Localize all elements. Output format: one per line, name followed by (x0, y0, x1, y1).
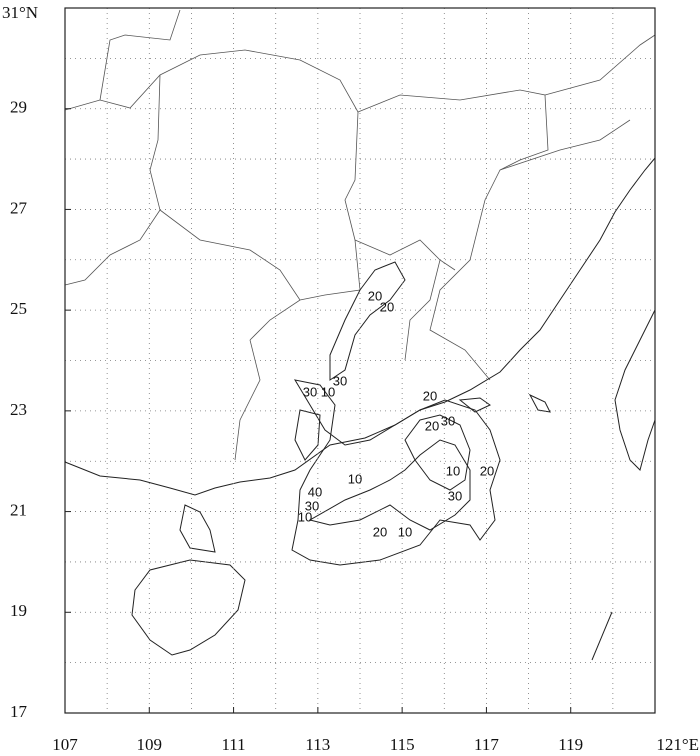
contour-label: 10 (348, 471, 362, 486)
contour-label: 20 (368, 288, 382, 303)
x-tick-label: 115 (390, 735, 415, 754)
contours (291, 261, 501, 566)
x-tick-label: 107 (52, 735, 78, 754)
contour-label: 20 (425, 418, 439, 433)
y-tick-label: 21 (10, 500, 27, 519)
contour-label: 10 (446, 463, 460, 478)
contour-label: 10 (321, 384, 335, 399)
y-tick-label: 23 (10, 400, 27, 419)
y-tick-label: 19 (10, 601, 27, 620)
x-tick-label: 111 (221, 735, 245, 754)
x-tick-label: 109 (137, 735, 163, 754)
x-tick-label: 113 (305, 735, 330, 754)
contour-label: 30 (333, 373, 347, 388)
y-tick-label: 25 (10, 299, 27, 318)
x-tick-label: 119 (558, 735, 583, 754)
contour-label: 30 (305, 498, 319, 513)
contour-label: 20 (480, 463, 494, 478)
contour-label: 30 (303, 384, 317, 399)
y-tick-label: 31°N (2, 3, 38, 22)
y-tick-label: 29 (10, 98, 27, 117)
y-tick-label: 17 (10, 702, 28, 721)
y-tick-label: 27 (10, 198, 28, 217)
contour-label: 40 (308, 484, 322, 499)
contour-label: 30 (441, 413, 455, 428)
contour-label: 20 (423, 388, 437, 403)
x-tick-label: 121°E (656, 735, 699, 754)
province-borders (64, 9, 656, 461)
x-tick-label: 117 (474, 735, 499, 754)
contour-label: 10 (298, 509, 312, 524)
contour-label: 10 (398, 524, 412, 539)
contour-label: 20 (373, 524, 387, 539)
contour-label: 20 (380, 299, 394, 314)
contour-label: 30 (448, 488, 462, 503)
plot-frame (64, 7, 656, 714)
